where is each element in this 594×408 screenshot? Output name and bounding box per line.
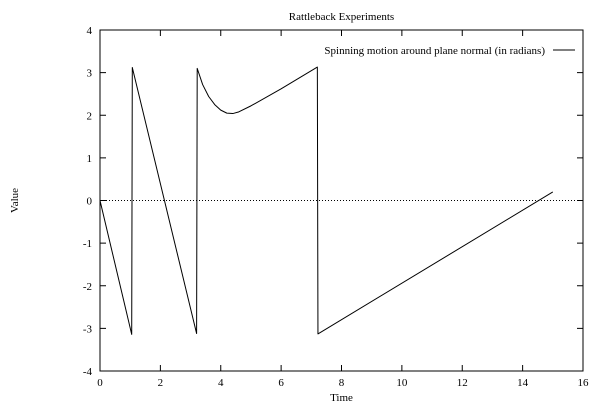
- legend-label: Spinning motion around plane normal (in …: [324, 45, 545, 57]
- y-tick-label: -1: [83, 238, 92, 250]
- y-tick-label: 4: [87, 25, 93, 37]
- x-tick-label: 4: [218, 377, 224, 389]
- y-tick-label: -4: [83, 366, 93, 378]
- y-tick-label: 1: [87, 153, 93, 165]
- x-tick-label: 2: [158, 377, 164, 389]
- y-tick-label: 3: [87, 68, 93, 80]
- x-tick-label: 16: [578, 377, 590, 389]
- legend: Spinning motion around plane normal (in …: [324, 45, 575, 57]
- x-tick-label: 14: [517, 377, 529, 389]
- chart-title: Rattleback Experiments: [289, 11, 394, 23]
- x-tick-label: 10: [396, 377, 408, 389]
- x-tick-label: 12: [457, 377, 468, 389]
- y-tick-label: 2: [87, 110, 93, 122]
- series-line-0: [99, 66, 554, 335]
- x-axis-title: Time: [330, 392, 353, 404]
- x-tick-label: 8: [339, 377, 345, 389]
- x-tick-label: 0: [97, 377, 103, 389]
- x-tick-label: 6: [278, 377, 284, 389]
- y-tick-label: -3: [83, 323, 93, 335]
- y-tick-label: 0: [87, 196, 93, 208]
- plot-frame: [99, 29, 584, 372]
- y-axis-title: Value: [9, 188, 21, 213]
- y-tick-label: -2: [83, 281, 92, 293]
- series-lines: [99, 66, 554, 335]
